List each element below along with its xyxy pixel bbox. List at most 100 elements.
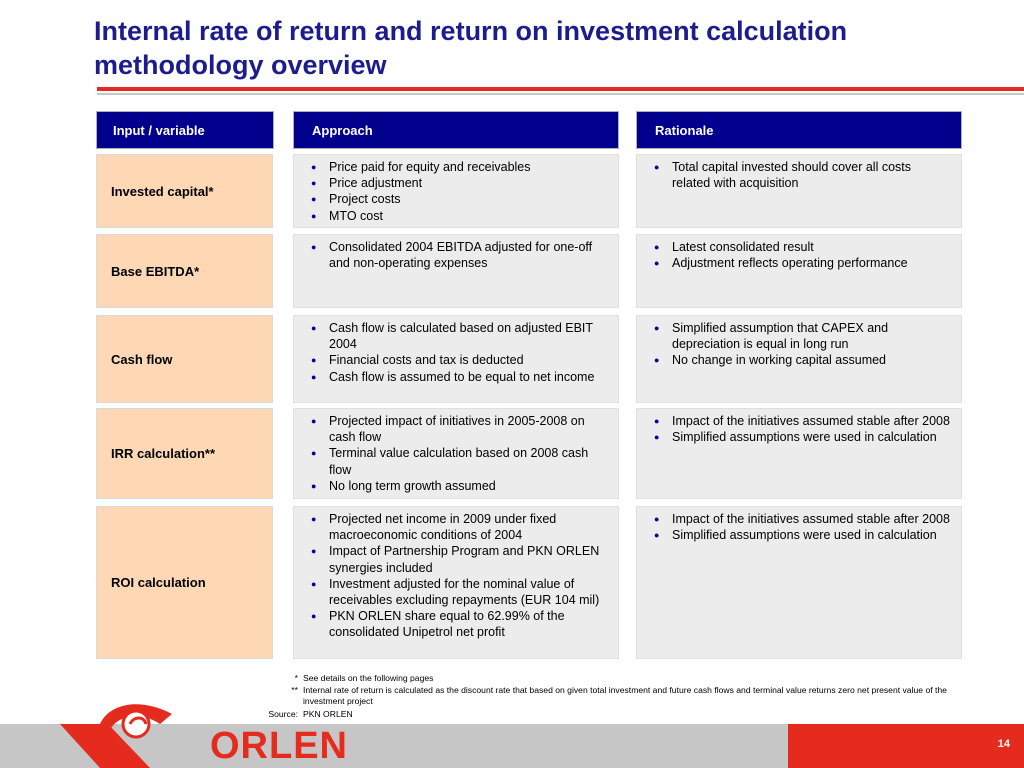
bullet-text: Cash flow is calculated based on adjuste… [329, 321, 593, 352]
bullet-item: ● Simplified assumptions were used in cal… [654, 527, 950, 543]
bullet-dot-icon: ● [311, 210, 317, 221]
bullet-dot-icon: ● [311, 448, 317, 459]
approach-cell: ● Projected net income in 2009 under fixe… [293, 506, 619, 659]
title-divider-grey [97, 93, 1024, 95]
row-label-text: Invested capital* [111, 183, 214, 199]
bullet-dot-icon: ● [311, 578, 317, 589]
row-label-text: IRR calculation** [111, 446, 216, 461]
bullet-item: ● PKN ORLEN share equal to 62.99% of the … [311, 608, 607, 640]
bullet-dot-icon: ● [311, 371, 317, 382]
bullet-item: ● Terminal value calculation based on 200… [311, 445, 607, 477]
approach-cell: ● Cash flow is calculated based on adjust… [293, 315, 619, 403]
bullet-item: ● Impact of Partnership Program and PKN O… [311, 543, 607, 575]
bullet-list: ● Total capital invested should cover all… [654, 159, 950, 191]
footnote-mark: * [294, 673, 298, 683]
title-divider-red [97, 87, 1024, 91]
source-label: Source: [268, 709, 298, 719]
header-rationale: Rationale [636, 111, 962, 149]
bullet-dot-icon: ● [311, 355, 317, 366]
bullet-text: No change in working capital assumed [672, 353, 887, 368]
row-label: IRR calculation** [96, 408, 273, 499]
bullet-text: Adjustment reflects operating performanc… [672, 256, 908, 271]
footnote-mark: ** [291, 685, 298, 695]
bullet-text: Simplified assumption that CAPEX and dep… [672, 321, 889, 352]
bullet-item: ● Financial costs and tax is deducted [311, 352, 607, 368]
header-approach: Approach [293, 111, 619, 149]
bullet-text: Latest consolidated result [672, 240, 814, 254]
rationale-cell: ● Latest consolidated result ● Adjustment r… [636, 234, 962, 308]
bullet-dot-icon: ● [311, 162, 317, 172]
bullet-dot-icon: ● [311, 178, 317, 189]
row-label-text: ROI calculation [111, 575, 206, 590]
eagle-logo-icon [60, 704, 172, 768]
bullet-item: ● Projected net income in 2009 under fixe… [311, 511, 607, 543]
bullet-text: No long term growth assumed [329, 478, 496, 493]
bullet-text: Impact of the initiatives assumed stable… [672, 414, 950, 428]
page-number: 14 [997, 738, 1010, 750]
bullet-dot-icon: ● [654, 514, 660, 524]
bullet-item: ● Projected impact of initiatives in 2005… [311, 413, 607, 445]
header-approach-label: Approach [312, 122, 373, 138]
bullet-dot-icon: ● [311, 611, 317, 622]
bullet-item: ● Cash flow is calculated based on adjust… [311, 320, 607, 352]
rationale-cell: ● Impact of the initiatives assumed stabl… [636, 506, 962, 659]
bullet-text: Total capital invested should cover all … [672, 160, 912, 191]
bullet-dot-icon: ● [311, 242, 317, 252]
bullet-item: ● Price adjustment [311, 175, 607, 191]
bullet-list: ● Impact of the initiatives assumed stabl… [654, 511, 950, 543]
bullet-text: Simplified assumptions were used in calc… [672, 528, 937, 543]
approach-cell: ● Projected impact of initiatives in 2005… [293, 408, 619, 499]
bullet-dot-icon: ● [654, 162, 660, 172]
bullet-dot-icon: ● [654, 416, 660, 426]
bullet-item: ● MTO cost [311, 208, 607, 224]
source-text: PKN ORLEN [303, 709, 353, 719]
bullet-text: Price adjustment [329, 176, 423, 191]
bullet-text: MTO cost [329, 208, 383, 223]
bullet-text: PKN ORLEN share equal to 62.99% of the c… [329, 609, 565, 640]
footer-accent [788, 724, 1024, 768]
bullet-list: ● Latest consolidated result ● Adjustment r… [654, 239, 950, 271]
row-label-text: Cash flow [111, 351, 173, 367]
page-title: Internal rate of return and return on in… [94, 16, 848, 80]
bullet-list: ● Projected impact of initiatives in 2005… [311, 413, 607, 494]
bullet-list: ● Price paid for equity and receivables ● P… [311, 159, 607, 224]
bullet-item: ● No long term growth assumed [311, 478, 607, 494]
bullet-text: Impact of Partnership Program and PKN OR… [329, 544, 600, 575]
bullet-dot-icon: ● [654, 530, 660, 541]
bullet-item: ● Simplified assumption that CAPEX and de… [654, 320, 950, 352]
bullet-text: Consolidated 2004 EBITDA adjusted for on… [329, 240, 593, 271]
bullet-item: ● Impact of the initiatives assumed stabl… [654, 511, 950, 527]
bullet-list: ● Impact of the initiatives assumed stabl… [654, 413, 950, 445]
footnote-text: Internal rate of return is calculated as… [303, 685, 947, 707]
bullet-dot-icon: ● [654, 323, 660, 333]
header-rationale-label: Rationale [655, 122, 714, 138]
bullet-item: ● Latest consolidated result [654, 239, 950, 255]
bullet-dot-icon: ● [311, 323, 317, 333]
rationale-cell: ● Impact of the initiatives assumed stabl… [636, 408, 962, 499]
bullet-dot-icon: ● [654, 242, 660, 252]
rationale-cell: ● Simplified assumption that CAPEX and de… [636, 315, 962, 403]
bullet-item: ● Simplified assumptions were used in cal… [654, 429, 950, 445]
row-label-text: Base EBITDA* [111, 263, 200, 279]
footnote-text: See details on the following pages [303, 673, 434, 683]
bullet-text: Price paid for equity and receivables [329, 160, 531, 174]
bullet-dot-icon: ● [311, 546, 317, 557]
approach-cell: ● Consolidated 2004 EBITDA adjusted for o… [293, 234, 619, 308]
bullet-list: ● Projected net income in 2009 under fixe… [311, 511, 607, 641]
bullet-item: ● Cash flow is assumed to be equal to net… [311, 369, 607, 385]
bullet-text: Projected net income in 2009 under fixed… [329, 512, 557, 543]
bullet-text: Simplified assumptions were used in calc… [672, 430, 937, 445]
bullet-list: ● Consolidated 2004 EBITDA adjusted for o… [311, 239, 607, 271]
bullet-dot-icon: ● [654, 355, 660, 366]
bullet-dot-icon: ● [654, 432, 660, 443]
row-label: Cash flow [96, 315, 273, 403]
brand-wordmark: ORLEN [210, 725, 348, 767]
bullet-list: ● Simplified assumption that CAPEX and de… [654, 320, 950, 369]
bullet-dot-icon: ● [311, 480, 317, 491]
bullet-item: ● Total capital invested should cover all… [654, 159, 950, 191]
bullet-text: Terminal value calculation based on 2008… [329, 446, 589, 477]
bullet-text: Projected impact of initiatives in 2005-… [329, 414, 585, 445]
bullet-item: ● Adjustment reflects operating performan… [654, 255, 950, 271]
bullet-item: ● Project costs [311, 191, 607, 207]
bullet-text: Financial costs and tax is deducted [329, 353, 524, 368]
